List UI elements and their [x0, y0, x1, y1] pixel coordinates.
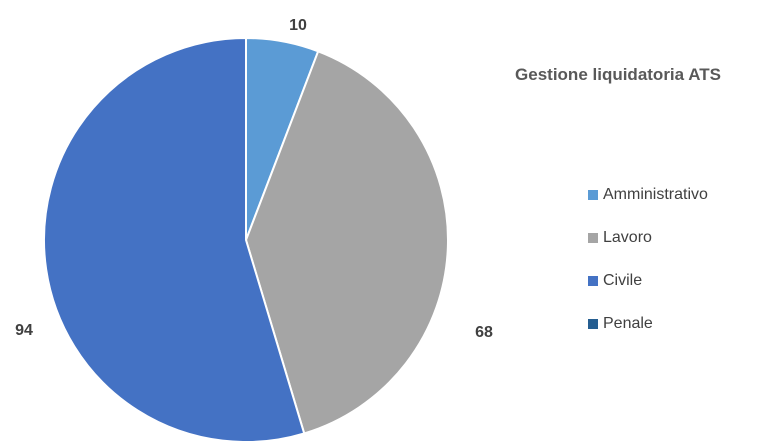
- legend-swatch-lavoro: [588, 233, 598, 243]
- data-labels: 10 68 94: [15, 17, 493, 341]
- data-label-civile: 94: [15, 322, 33, 339]
- legend-item-amministrativo: Amministrativo: [588, 186, 708, 203]
- data-label-lavoro: 68: [475, 324, 493, 341]
- pie-slices: [42, 36, 449, 441]
- legend-item-lavoro: Lavoro: [588, 229, 652, 246]
- legend-label-amministrativo: Amministrativo: [603, 186, 708, 203]
- legend-swatch-penale: [588, 319, 598, 329]
- legend-swatch-amministrativo: [588, 190, 598, 200]
- legend-item-penale: Penale: [588, 315, 653, 332]
- legend-label-penale: Penale: [603, 315, 653, 332]
- legend: Amministrativo Lavoro Civile Penale: [588, 186, 708, 332]
- legend-swatch-civile: [588, 276, 598, 286]
- legend-label-lavoro: Lavoro: [603, 229, 652, 246]
- legend-item-civile: Civile: [588, 272, 642, 289]
- legend-label-civile: Civile: [603, 272, 642, 289]
- pie-slice-civile: [42, 36, 306, 441]
- data-label-amministrativo: 10: [289, 17, 307, 34]
- pie-slice-lavoro: [244, 50, 449, 435]
- chart-title: Gestione liquidatoria ATS: [515, 65, 721, 84]
